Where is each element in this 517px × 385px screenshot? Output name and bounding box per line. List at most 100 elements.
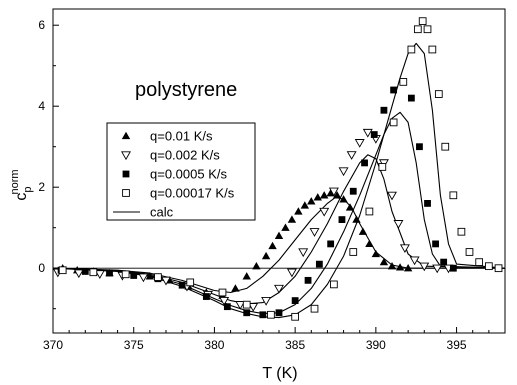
data-point [457, 227, 466, 236]
data-point [259, 311, 267, 319]
legend-marker [121, 151, 131, 161]
legend-label: calc [150, 205, 174, 220]
data-point [413, 25, 422, 34]
data-point [365, 239, 374, 248]
legend-marker [121, 131, 131, 140]
data-point [339, 195, 348, 203]
legend-label: q=0.002 K/s [150, 148, 220, 163]
data-point [370, 131, 378, 138]
data-point [494, 264, 503, 273]
data-point [267, 310, 275, 319]
data-point [235, 301, 246, 310]
data-point [186, 278, 195, 287]
data-point [332, 191, 342, 199]
data-point [291, 312, 299, 321]
data-point [428, 45, 437, 54]
x-tick-label: 380 [204, 338, 224, 352]
data-point [294, 207, 303, 215]
data-point [403, 264, 413, 272]
data-point [243, 309, 251, 317]
data-point [218, 288, 227, 297]
data-point [475, 258, 484, 266]
data-point [449, 264, 457, 272]
data-point [161, 276, 171, 286]
data-point [485, 262, 493, 271]
x-tick-label: 385 [285, 338, 305, 352]
data-point [286, 268, 297, 278]
data-point [307, 197, 316, 205]
y-tick-label: 4 [38, 99, 45, 113]
data-point [449, 191, 458, 200]
data-point [362, 128, 373, 138]
x-tick-label: 370 [43, 338, 63, 352]
legend-box [106, 122, 256, 221]
data-point [354, 139, 365, 148]
data-point [416, 143, 423, 151]
data-point [418, 17, 427, 26]
data-point [407, 45, 416, 54]
data-point [291, 297, 299, 304]
data-point [407, 94, 415, 102]
data-point [434, 90, 443, 98]
series-filled-square [57, 78, 457, 319]
data-point [432, 264, 443, 274]
y-tick-label: 2 [38, 180, 45, 194]
data-point [242, 300, 251, 309]
y-tick-label: 0 [38, 261, 45, 275]
data-point [440, 258, 448, 266]
legend-marker [122, 170, 130, 178]
data-point [330, 280, 338, 289]
data-point [365, 207, 374, 216]
data-point [298, 248, 309, 258]
data-point [248, 303, 259, 312]
data-point [349, 187, 357, 195]
data-point [378, 163, 387, 171]
x-tick-label: 375 [124, 338, 144, 352]
data-point [202, 293, 210, 300]
data-point [121, 270, 130, 279]
legend-marker [122, 189, 130, 197]
data-point [261, 251, 271, 260]
data-point [242, 272, 251, 280]
data-point [219, 297, 230, 306]
data-point [379, 257, 389, 266]
data-point [274, 284, 284, 294]
data-point [310, 304, 319, 313]
data-point [89, 268, 98, 277]
y-axis-title-main: c [13, 193, 30, 201]
data-point [432, 240, 439, 248]
data-point [178, 281, 186, 289]
data-point [399, 78, 408, 86]
data-point [281, 223, 290, 231]
legend-label: q=0.0005 K/s [150, 167, 227, 182]
data-point [423, 25, 432, 34]
legend-label: q=0.01 K/s [150, 129, 213, 144]
data-point [73, 269, 84, 279]
y-axis-title: cpnorm [9, 169, 34, 200]
data-point [380, 106, 388, 114]
legend-label: q=0.00017 K/s [150, 186, 235, 201]
data-point [352, 215, 361, 223]
data-point [309, 228, 320, 237]
x-axis-title: T (K) [262, 365, 297, 382]
data-point [300, 201, 310, 209]
data-point [390, 86, 398, 94]
data-point [399, 244, 410, 254]
data-point [319, 207, 330, 217]
data-point [154, 273, 162, 281]
data-point [465, 248, 474, 256]
data-point [81, 268, 89, 275]
data-point [231, 284, 240, 292]
y-tick-label: 6 [38, 18, 45, 32]
data-point [349, 248, 358, 256]
x-axis-ticks: 370 375 380 385 390 395 [43, 327, 506, 352]
x-tick-label: 395 [447, 338, 467, 352]
data-point [106, 269, 113, 277]
data-point [145, 272, 155, 280]
data-markers [52, 17, 503, 321]
data-point [387, 261, 397, 270]
data-point [338, 216, 346, 223]
data-point [424, 200, 431, 207]
calc-curve [52, 154, 506, 305]
